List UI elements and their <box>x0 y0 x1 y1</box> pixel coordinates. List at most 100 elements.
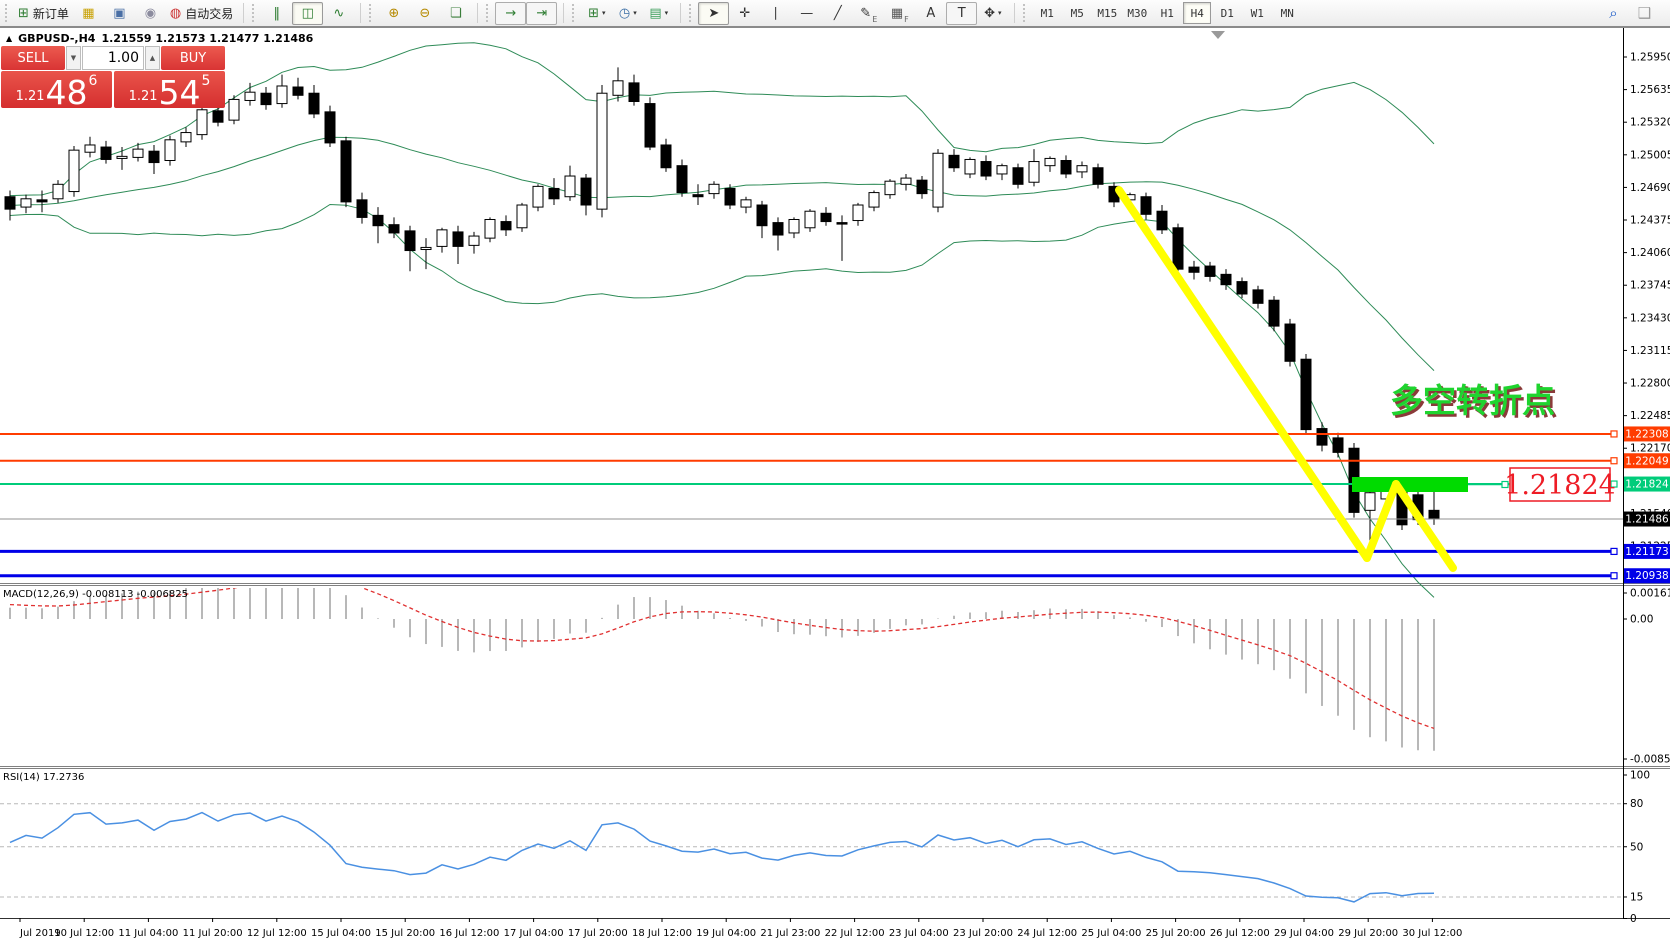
fibonacci-icon: ▦ <box>890 5 904 21</box>
svg-text:1.21173: 1.21173 <box>1625 546 1668 558</box>
buy-price-prefix: 1.21 <box>128 89 158 104</box>
svg-text:1.24060: 1.24060 <box>1630 247 1670 259</box>
timeframe-m30[interactable]: M30 <box>1127 6 1148 20</box>
svg-text:10 Jul 12:00: 10 Jul 12:00 <box>54 928 114 939</box>
svg-text:17 Jul 04:00: 17 Jul 04:00 <box>504 928 564 939</box>
chevron-down-icon[interactable]: ▾ <box>633 9 637 17</box>
cursor-button[interactable]: ➤ <box>698 1 730 25</box>
chevron-down-icon[interactable]: ▾ <box>601 9 606 17</box>
rsi-indicator <box>9 811 1435 903</box>
volume-input[interactable] <box>82 46 144 70</box>
tile-windows-button[interactable]: ❏ <box>440 2 471 25</box>
group-handle[interactable] <box>369 4 374 22</box>
buy-button[interactable]: BUY <box>161 46 225 70</box>
trendline-button[interactable]: ╱ <box>822 2 853 25</box>
chart-window-icon[interactable]: ▦ <box>73 2 104 25</box>
auto-scroll-icon: → <box>505 5 517 21</box>
timeframe-h1[interactable]: H1 <box>1160 6 1174 20</box>
text-button[interactable]: A <box>915 2 946 25</box>
new-chart-button[interactable]: ⊞ ▾ <box>581 2 612 25</box>
group-handle[interactable] <box>5 4 10 22</box>
timeframe-m5[interactable]: M5 <box>1070 6 1084 20</box>
candlestick-series <box>4 67 1440 548</box>
icon-sub-letter: F <box>904 14 909 24</box>
volume-increase-button[interactable]: ▲ <box>145 46 160 70</box>
svg-text:1.23745: 1.23745 <box>1630 280 1670 292</box>
svg-text:23 Jul 04:00: 23 Jul 04:00 <box>889 928 949 939</box>
buy-price-sup: 5 <box>201 73 211 89</box>
new-order-button[interactable]: ⊞ 新订单 <box>14 2 73 25</box>
symbol-period-label: GBPUSD-,H4 <box>18 32 96 45</box>
chevron-down-icon[interactable]: ▾ <box>997 9 1002 17</box>
toolbar-separator <box>243 3 245 23</box>
sell-price-sup: 6 <box>88 73 98 89</box>
zoom-out-button[interactable]: ⊖ <box>409 2 440 25</box>
equidistant-channel-icon: ✎ <box>860 5 872 21</box>
signals-icon[interactable]: ◉ <box>135 2 166 25</box>
group-handle[interactable] <box>1023 4 1028 22</box>
profiles-button[interactable]: ◷ ▾ <box>612 2 643 25</box>
bar-chart-button[interactable]: ‖ <box>261 2 292 25</box>
sell-price-panel[interactable]: 1.21 48 6 <box>1 71 112 109</box>
group-handle[interactable] <box>572 4 577 22</box>
sell-button[interactable]: SELL <box>1 46 65 70</box>
autotrading-button[interactable]: ◍ 自动交易 <box>166 2 237 25</box>
green-zone-rect[interactable] <box>1352 477 1468 492</box>
svg-text:18 Jul 12:00: 18 Jul 12:00 <box>632 928 692 939</box>
timeframe-m15[interactable]: M15 <box>1097 6 1118 20</box>
zoom-in-button[interactable]: ⊕ <box>378 2 409 25</box>
candlestick-button[interactable]: ◫ <box>292 1 324 25</box>
toolbar-group: ⊞ ▾ ◷ ▾ ▤ ▾ <box>567 0 677 27</box>
fibonacci-button[interactable]: ▦ F <box>884 2 915 25</box>
vertical-line-icon: ∣ <box>772 5 780 21</box>
group-handle[interactable] <box>689 4 694 22</box>
chat-icon[interactable]: ❑ <box>1637 4 1652 22</box>
cursor-icon: ➤ <box>708 5 720 21</box>
svg-text:25 Jul 04:00: 25 Jul 04:00 <box>1081 928 1141 939</box>
svg-text:1.24690: 1.24690 <box>1630 182 1670 194</box>
new-chart-icon: ⊞ <box>588 5 599 21</box>
one-click-trade-panel: SELL ▼ ▲ BUY 1.21 48 6 1.21 54 5 <box>1 46 225 109</box>
vertical-line-button[interactable]: ∣ <box>760 2 791 25</box>
indicators-button[interactable]: ▤ ▾ <box>643 2 674 25</box>
timeframe-d1[interactable]: D1 <box>1220 6 1234 20</box>
signals-icon-icon: ◉ <box>144 5 157 21</box>
svg-text:1.23430: 1.23430 <box>1630 312 1670 324</box>
arrows-button[interactable]: ✥ ▾ <box>977 2 1008 25</box>
profiles-icon: ◷ <box>618 5 631 21</box>
buy-price-panel[interactable]: 1.21 54 5 <box>114 71 225 109</box>
text-label-button[interactable]: T <box>946 1 978 25</box>
timeframe-mn[interactable]: MN <box>1280 6 1294 20</box>
terminal-icon-icon: ▣ <box>113 5 126 21</box>
equidistant-channel-button[interactable]: ✎ E <box>853 2 884 25</box>
volume-decrease-button[interactable]: ▼ <box>66 46 81 70</box>
timeframe-w1[interactable]: W1 <box>1250 6 1264 20</box>
toolbar-group: → ⇥ <box>481 0 560 27</box>
bar-chart-icon: ‖ <box>273 5 281 21</box>
toolbar-separator <box>360 3 362 23</box>
svg-text:21 Jul 23:00: 21 Jul 23:00 <box>760 928 820 939</box>
terminal-icon[interactable]: ▣ <box>104 2 135 25</box>
crosshair-button[interactable]: ✛ <box>729 2 760 25</box>
svg-text:26 Jul 12:00: 26 Jul 12:00 <box>1210 928 1270 939</box>
collapse-icon[interactable]: ▲ <box>6 34 13 43</box>
group-handle[interactable] <box>486 4 491 22</box>
price-level-lines[interactable] <box>0 430 1618 580</box>
svg-text:11 Jul 20:00: 11 Jul 20:00 <box>183 928 243 939</box>
line-chart-button[interactable]: ∿ <box>323 2 354 25</box>
auto-scroll-button[interactable]: → <box>495 1 527 25</box>
zoom-in-icon: ⊕ <box>388 5 400 21</box>
timeframe-h4[interactable]: H4 <box>1183 2 1212 24</box>
arrows-icon: ✥ <box>984 5 995 21</box>
search-icon[interactable]: ⌕ <box>1609 4 1618 22</box>
timeframe-m1[interactable]: M1 <box>1040 6 1054 20</box>
chart-shift-button[interactable]: ⇥ <box>526 1 558 25</box>
scroll-marker-icon[interactable] <box>1211 31 1225 39</box>
chevron-down-icon[interactable]: ▾ <box>664 9 669 17</box>
horizontal-line-button[interactable]: — <box>791 2 822 25</box>
group-handle[interactable] <box>252 4 257 22</box>
yellow-trendlines[interactable] <box>1115 186 1457 572</box>
price-tag-box[interactable]: 1.21824 <box>1468 467 1616 502</box>
